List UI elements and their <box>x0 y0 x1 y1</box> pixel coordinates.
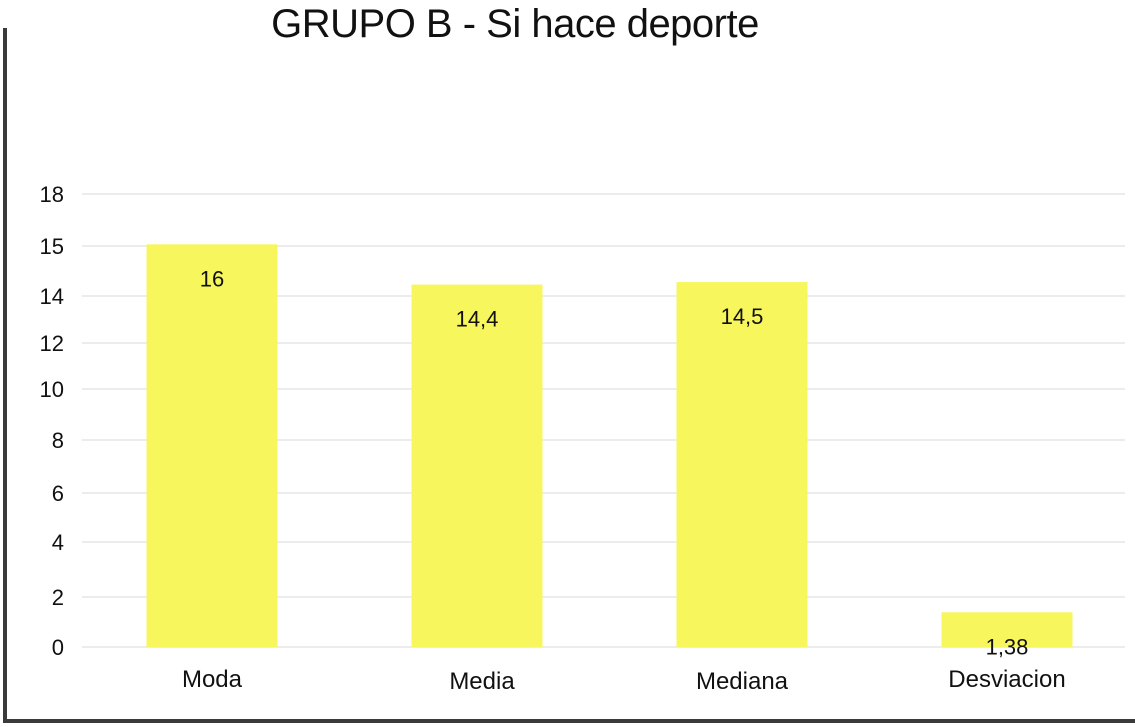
bars <box>146 244 1073 648</box>
y-tick-label: 12 <box>40 331 64 356</box>
x-category-label: Moda <box>182 666 243 693</box>
data-label: 1,38 <box>986 634 1029 659</box>
y-tick-label: 6 <box>52 481 64 506</box>
chart-title: GRUPO B - Si hace deporte <box>271 2 759 46</box>
y-tick-label: 10 <box>40 377 64 402</box>
x-category-label: Mediana <box>696 668 789 695</box>
data-labels: 16 14,4 14,5 1,38 <box>200 266 1029 659</box>
bar-media <box>411 284 543 647</box>
y-tick-label: 18 <box>40 182 64 207</box>
x-category-label: Desviacion <box>948 666 1065 693</box>
bottom-frame-border <box>3 719 1135 723</box>
y-axis-ticks: 0 2 4 6 8 10 12 14 15 18 <box>40 182 64 660</box>
y-tick-label: 15 <box>40 234 64 259</box>
y-tick-label: 2 <box>52 585 64 610</box>
y-tick-label: 14 <box>40 284 64 309</box>
left-frame-border <box>3 28 7 723</box>
y-tick-label: 0 <box>52 635 64 660</box>
bar-desviacion <box>941 612 1073 647</box>
x-axis-categories: Moda Media Mediana Desviacion <box>182 666 1066 695</box>
y-tick-label: 8 <box>52 428 64 453</box>
x-category-label: Media <box>449 668 515 695</box>
data-label: 16 <box>200 266 224 291</box>
bar-mediana <box>676 282 808 647</box>
data-label: 14,4 <box>456 307 499 332</box>
bar-moda <box>146 244 278 648</box>
y-tick-label: 4 <box>52 530 64 555</box>
data-label: 14,5 <box>721 304 764 329</box>
